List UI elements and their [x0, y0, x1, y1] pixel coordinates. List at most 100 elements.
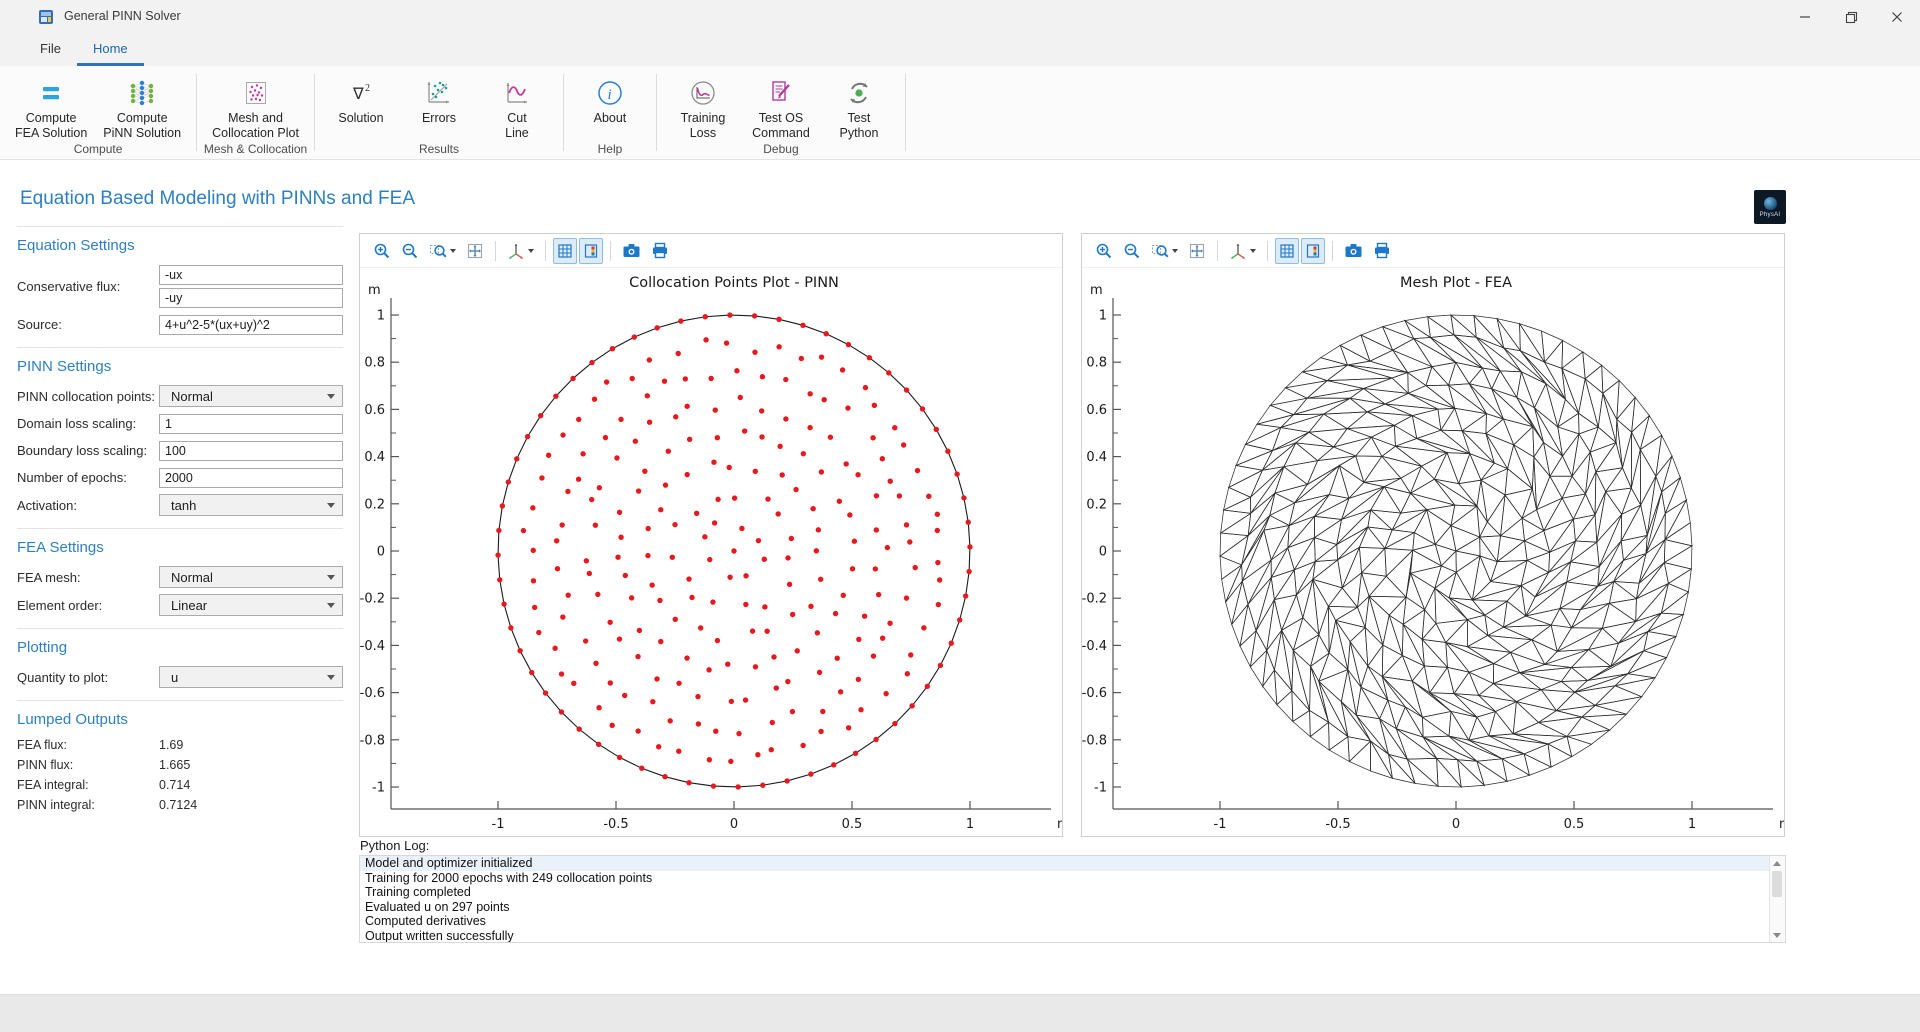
right-plot-grid-toggle-button[interactable] [1275, 238, 1299, 264]
element-order-select[interactable]: Linear [159, 594, 343, 616]
tab-home[interactable]: Home [77, 34, 144, 66]
activation-row: Activation: tanh [17, 494, 343, 516]
collocation-plot-canvas[interactable]: Collocation Points Plot - PINN-1-0.500.5… [360, 268, 1062, 836]
ribbon-group-label: Help [564, 142, 656, 161]
about-button[interactable]: i About [574, 74, 646, 142]
left-plot-axes-orientation-button[interactable] [503, 238, 538, 264]
right-plot-legend-toggle-button[interactable] [1301, 238, 1325, 264]
source-input[interactable] [159, 315, 343, 335]
scrollbar-up-arrow[interactable] [1770, 856, 1784, 870]
left-plot-snapshot-button[interactable] [618, 238, 645, 264]
boundary-loss-input[interactable] [159, 441, 343, 461]
quantity-to-plot-select[interactable]: u [159, 666, 343, 688]
tab-file-label: File [40, 41, 61, 56]
camera-icon [1344, 242, 1363, 259]
toolbar-separator [545, 241, 546, 261]
ribbon-group-help: i About Help [564, 66, 656, 159]
left-plot-zoom-extents-button[interactable] [462, 238, 488, 264]
section-divider [17, 528, 343, 529]
domain-loss-row: Domain loss scaling: [17, 413, 343, 434]
right-plot-axes-orientation-button[interactable] [1225, 238, 1260, 264]
left-plot-grid-toggle-button[interactable] [553, 238, 577, 264]
settings-panel: Equation Settings Conservative flux: Sou… [17, 226, 343, 818]
conservative-flux-row: Conservative flux: [17, 264, 343, 308]
epochs-input[interactable] [159, 468, 343, 488]
loss-curve-icon [687, 75, 719, 111]
log-line: Training completed [360, 885, 1770, 900]
flux-y-input[interactable] [159, 288, 343, 308]
right-plot-zoom-in-button[interactable] [1091, 238, 1117, 264]
svg-text:Mesh Plot - FEA: Mesh Plot - FEA [1400, 275, 1512, 291]
quantity-to-plot-label: Quantity to plot: [17, 670, 159, 685]
svg-text:0.6: 0.6 [364, 403, 385, 418]
log-line: Evaluated u on 297 points [360, 900, 1770, 915]
mesh-collocation-plot-button[interactable]: Mesh andCollocation Plot [207, 74, 304, 142]
svg-text:0: 0 [377, 545, 385, 560]
close-button[interactable] [1874, 0, 1920, 34]
test-python-button[interactable]: TestPython [823, 74, 895, 142]
training-loss-button[interactable]: TrainingLoss [667, 74, 739, 142]
app-window: General PINN Solver File Home [0, 0, 1920, 1032]
svg-text:0.2: 0.2 [1086, 497, 1107, 512]
pinn-integral-row: PINN integral:0.7124 [17, 798, 343, 812]
domain-loss-input[interactable] [159, 414, 343, 434]
svg-text:-0.6: -0.6 [1082, 686, 1107, 701]
restore-button[interactable] [1828, 0, 1874, 34]
equals-icon [36, 75, 66, 111]
collocation-points-row: PINN collocation points: Normal [17, 385, 343, 407]
minimize-button[interactable] [1782, 0, 1828, 34]
python-log-label: Python Log: [360, 838, 429, 853]
svg-text:m: m [1057, 817, 1062, 832]
element-order-label: Element order: [17, 598, 159, 613]
left-plot-zoom-box-button[interactable] [425, 238, 460, 264]
quantity-to-plot-row: Quantity to plot: u [17, 666, 343, 688]
window-title: General PINN Solver [64, 9, 181, 23]
svg-text:-0.4: -0.4 [360, 639, 385, 654]
test-os-command-button[interactable]: Test OSCommand [745, 74, 817, 142]
chevron-down-icon [327, 503, 335, 508]
scrollbar-down-arrow[interactable] [1770, 928, 1784, 942]
activation-select[interactable]: tanh [159, 494, 343, 516]
app-icon [38, 9, 54, 25]
errors-button[interactable]: Errors [403, 74, 475, 142]
zoom-box-icon [1151, 242, 1169, 260]
solution-button[interactable]: ∇ 2 Solution [325, 74, 397, 142]
section-divider [17, 347, 343, 348]
menubar: File Home [0, 34, 1920, 66]
log-line: Computed derivatives [360, 914, 1770, 929]
lumped-outputs-heading: Lumped Outputs [17, 711, 343, 728]
right-plot-zoom-box-button[interactable] [1147, 238, 1182, 264]
left-plot-legend-toggle-button[interactable] [579, 238, 603, 264]
ribbon-separator [905, 74, 906, 151]
python-log-box[interactable]: Model and optimizer initialized Training… [359, 855, 1786, 943]
left-plot-zoom-in-button[interactable] [369, 238, 395, 264]
compute-fea-solution-button[interactable]: ComputeFEA Solution [10, 74, 92, 142]
flux-x-input[interactable] [159, 265, 343, 285]
log-scrollbar[interactable] [1769, 856, 1785, 942]
svg-text:0.5: 0.5 [842, 817, 863, 832]
svg-text:0.8: 0.8 [1086, 356, 1107, 371]
tab-file[interactable]: File [24, 34, 77, 66]
svg-text:-0.4: -0.4 [1082, 639, 1107, 654]
right-plot-zoom-out-button[interactable] [1119, 238, 1145, 264]
scrollbar-thumb[interactable] [1772, 871, 1782, 897]
mesh-plot-canvas[interactable]: Mesh Plot - FEA-1-0.500.5110.80.60.40.20… [1082, 268, 1784, 836]
collocation-points-select[interactable]: Normal [159, 385, 343, 407]
ribbon-group-compute: ComputeFEA Solution [0, 66, 196, 159]
svg-text:-1: -1 [372, 781, 385, 796]
camera-icon [622, 242, 641, 259]
left-plot-print-button[interactable] [647, 238, 673, 264]
fea-mesh-select[interactable]: Normal [159, 566, 343, 588]
right-plot-print-button[interactable] [1369, 238, 1395, 264]
svg-text:0.4: 0.4 [1086, 450, 1107, 465]
svg-text:-0.2: -0.2 [1082, 592, 1107, 607]
right-plot-zoom-extents-button[interactable] [1184, 238, 1210, 264]
section-divider [17, 628, 343, 629]
right-plot-snapshot-button[interactable] [1340, 238, 1367, 264]
svg-text:-1: -1 [1094, 781, 1107, 796]
axes-orientation-icon [1229, 242, 1247, 260]
cut-line-button[interactable]: CutLine [481, 74, 553, 142]
plot-toolbar [1082, 234, 1784, 268]
compute-pinn-solution-button[interactable]: ComputePiNN Solution [98, 74, 186, 142]
left-plot-zoom-out-button[interactable] [397, 238, 423, 264]
